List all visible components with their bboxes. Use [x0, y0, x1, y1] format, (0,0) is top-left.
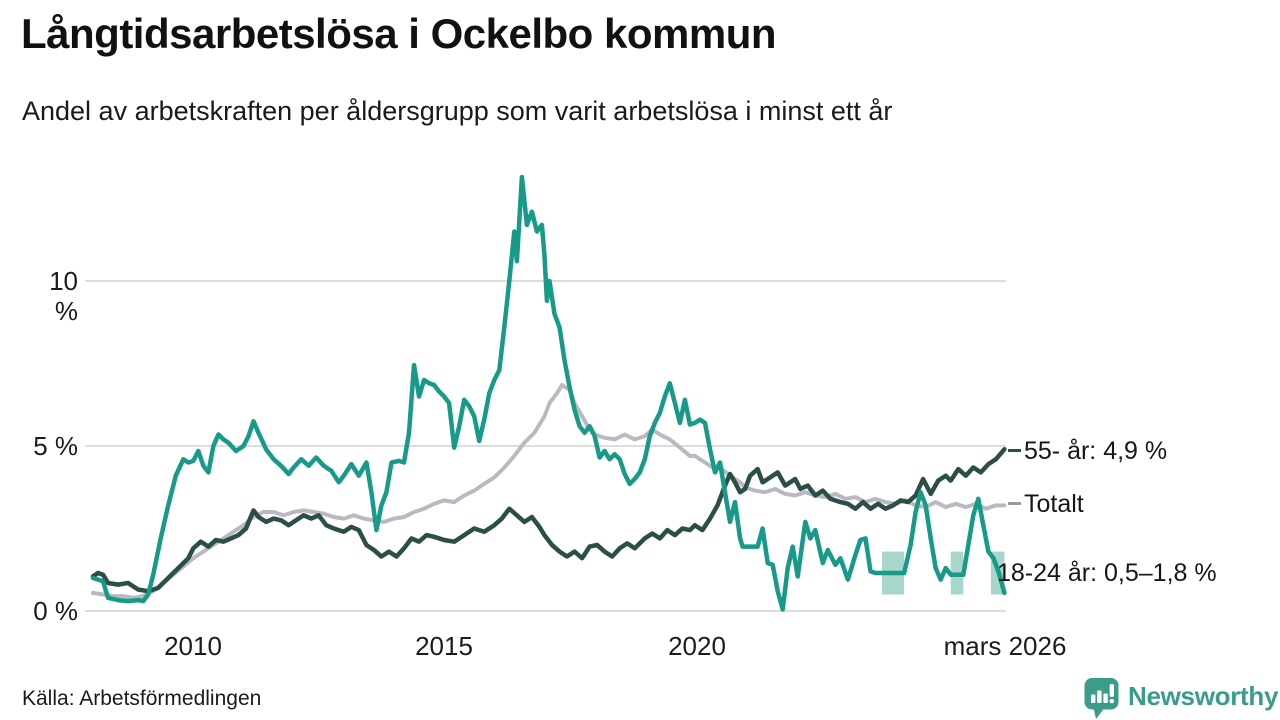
series-label-18-24: 18-24 år: 0,5–1,8 %	[997, 558, 1217, 588]
series-label-totalt: Totalt	[1008, 489, 1084, 519]
x-axis-tick-2015: 2015	[415, 631, 473, 661]
series-label-18-24-text: 18-24 år: 0,5–1,8 %	[997, 559, 1217, 587]
y-axis-tick-10: 10 %	[49, 266, 78, 326]
series-label-totalt-text: Totalt	[1024, 490, 1084, 518]
newsworthy-logo-icon	[1084, 678, 1119, 719]
source-attribution: Källa: Arbetsförmedlingen	[22, 687, 262, 710]
series-label-55-text: 55- år: 4,9 %	[1024, 437, 1168, 465]
page-subtitle: Andel av arbetskraften per åldersgrupp s…	[22, 96, 893, 126]
series-label-55: 55- år: 4,9 %	[1008, 436, 1167, 466]
newsworthy-logo-text: Newsworthy	[1128, 681, 1279, 711]
newsworthy-logo[interactable]: Newsworthy	[1084, 677, 1278, 720]
y-axis-tick-5: 5 %	[33, 431, 78, 461]
label-tick-totalt	[1008, 501, 1021, 505]
x-axis-tick-mars-2026: mars 2026	[943, 631, 1067, 661]
y-axis-tick-0: 0 %	[33, 596, 78, 626]
x-axis-tick-2020: 2020	[668, 631, 726, 661]
x-axis-tick-2010: 2010	[164, 631, 222, 661]
label-tick-55	[1008, 448, 1021, 452]
page-title: Långtidsarbetslösa i Ockelbo kommun	[21, 10, 777, 57]
